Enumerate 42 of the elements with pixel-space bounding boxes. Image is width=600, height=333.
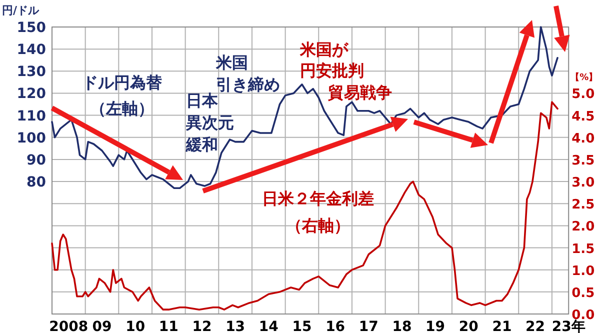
y-tick-label: 100: [16, 130, 46, 146]
y2-tick-label: 0.5: [572, 286, 595, 301]
y2-tick-label: 4.5: [572, 109, 595, 124]
annotation: 日本異次元緩和: [185, 91, 234, 154]
y-tick-label: 140: [16, 42, 46, 58]
y2-tick-label: 2.5: [572, 198, 595, 213]
x-tick-label: 17: [358, 319, 378, 333]
x-tick-label: 10: [126, 319, 146, 333]
x-tick-label: 20: [458, 319, 479, 333]
x-tick-label: 16: [326, 319, 346, 333]
y-tick-label: 80: [26, 174, 46, 191]
x-tick-label: 22: [526, 319, 546, 333]
y-tick-label: 120: [16, 86, 46, 102]
y-axis-title: 円/ドル: [2, 4, 40, 17]
annotation: ドル円為替（左軸）: [82, 73, 162, 118]
annotation: 米国引き締め: [215, 53, 280, 94]
annotation: 米国が円安批判: [299, 40, 364, 80]
x-tick-label: 21: [492, 319, 512, 333]
x-tick-label: 09: [92, 319, 112, 333]
x-tick-label: 2008: [49, 319, 88, 333]
y-tick-label: 90: [26, 152, 46, 168]
y2-tick-label: 1.5: [572, 242, 595, 257]
y-tick-label: 130: [16, 64, 46, 80]
x-tick-label: 13: [226, 319, 246, 333]
x-tick-label: 14: [258, 319, 279, 333]
x-tick-label: 12: [192, 319, 212, 333]
y2-tick-label: 1.0: [572, 264, 595, 279]
y2-tick-label: 2.0: [572, 220, 595, 235]
y2-tick-label: 3.5: [572, 153, 595, 168]
x-tick-label: 15: [292, 319, 312, 333]
y-tick-label: 150: [16, 20, 46, 36]
y2-tick-label: 3.0: [572, 176, 595, 191]
x-tick-label: 18: [392, 319, 412, 333]
x-tick-label: 11: [158, 319, 178, 333]
y-tick-label: 110: [16, 108, 46, 124]
line-series: [51, 26, 558, 190]
annotation: 貿易戦争: [327, 83, 392, 102]
y2-tick-label: 4.0: [572, 131, 595, 146]
y2-axis-title: 【%】: [570, 72, 598, 83]
annotation: 日米２年金利差（右軸）: [262, 189, 374, 235]
x-tick-label: 19: [426, 319, 446, 333]
y2-tick-label: 5.0: [572, 87, 595, 102]
